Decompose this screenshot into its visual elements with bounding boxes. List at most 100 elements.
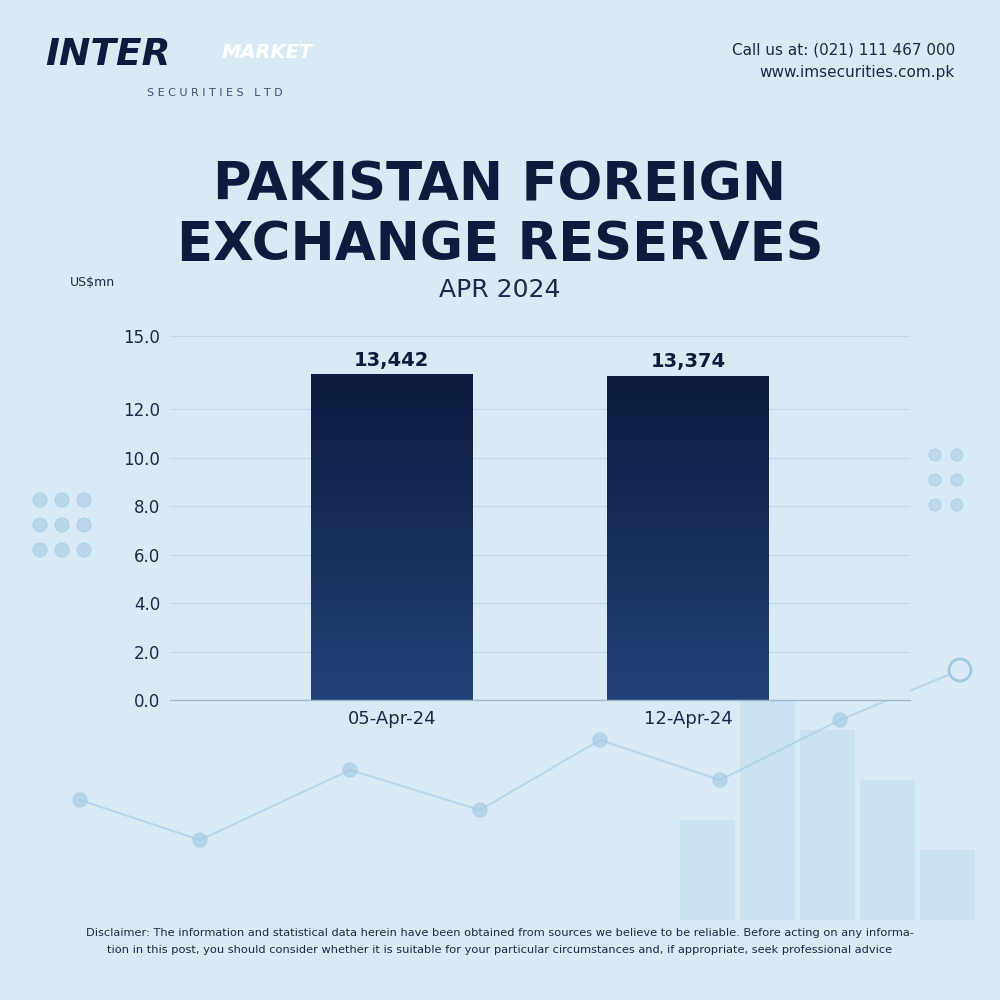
Bar: [311, 523, 473, 526]
Bar: [740, 680, 795, 920]
Bar: [311, 619, 473, 621]
Bar: [607, 446, 769, 449]
Bar: [311, 485, 473, 488]
Bar: [607, 668, 769, 670]
Bar: [607, 589, 769, 592]
Bar: [607, 500, 769, 503]
Bar: [607, 622, 769, 624]
Bar: [607, 670, 769, 673]
Text: APR 2024: APR 2024: [439, 278, 561, 302]
Circle shape: [929, 499, 941, 511]
Bar: [311, 695, 473, 697]
Bar: [607, 543, 769, 546]
Circle shape: [33, 493, 47, 507]
Text: S E C U R I T I E S   L T D: S E C U R I T I E S L T D: [147, 88, 283, 98]
Bar: [311, 545, 473, 548]
Bar: [311, 597, 473, 600]
Bar: [311, 382, 473, 385]
Bar: [311, 613, 473, 616]
Bar: [311, 442, 473, 445]
Bar: [311, 445, 473, 447]
Bar: [607, 468, 769, 470]
Bar: [607, 554, 769, 557]
Bar: [311, 502, 473, 504]
Bar: [607, 592, 769, 595]
Bar: [311, 483, 473, 485]
Text: Disclaimer: The information and statistical data herein have been obtained from : Disclaimer: The information and statisti…: [86, 928, 914, 938]
Bar: [311, 380, 473, 382]
Bar: [311, 562, 473, 564]
Bar: [311, 475, 473, 477]
Bar: [311, 570, 473, 572]
Bar: [607, 616, 769, 619]
Bar: [311, 426, 473, 428]
Bar: [311, 635, 473, 638]
Bar: [607, 524, 769, 527]
Circle shape: [929, 474, 941, 486]
Bar: [607, 522, 769, 524]
Bar: [607, 654, 769, 657]
Bar: [311, 453, 473, 456]
Bar: [607, 530, 769, 532]
Bar: [311, 605, 473, 608]
Bar: [311, 670, 473, 673]
Bar: [607, 549, 769, 551]
Bar: [607, 460, 769, 462]
Bar: [311, 540, 473, 542]
Bar: [311, 529, 473, 532]
Bar: [607, 657, 769, 659]
Circle shape: [833, 713, 847, 727]
Bar: [311, 567, 473, 570]
Bar: [607, 686, 769, 689]
Text: INTER: INTER: [45, 37, 170, 73]
Bar: [607, 632, 769, 635]
Bar: [311, 646, 473, 648]
Bar: [607, 408, 769, 411]
Bar: [311, 461, 473, 464]
Text: tion in this post, you should consider whether it is suitable for your particula: tion in this post, you should consider w…: [107, 945, 893, 955]
Circle shape: [951, 499, 963, 511]
Bar: [607, 381, 769, 384]
Bar: [607, 414, 769, 416]
Bar: [311, 678, 473, 681]
Bar: [311, 657, 473, 659]
Circle shape: [193, 833, 207, 847]
Circle shape: [951, 474, 963, 486]
Bar: [607, 395, 769, 397]
Bar: [800, 730, 855, 920]
Bar: [311, 464, 473, 466]
Bar: [311, 602, 473, 605]
Circle shape: [77, 518, 91, 532]
Bar: [311, 583, 473, 586]
Text: www.imsecurities.com.pk: www.imsecurities.com.pk: [760, 64, 955, 80]
Bar: [607, 562, 769, 565]
Bar: [607, 584, 769, 587]
Bar: [607, 619, 769, 622]
Bar: [607, 692, 769, 695]
Bar: [607, 614, 769, 616]
Bar: [311, 659, 473, 662]
Bar: [607, 419, 769, 422]
Bar: [607, 578, 769, 581]
Bar: [607, 676, 769, 678]
Bar: [311, 393, 473, 396]
Circle shape: [343, 763, 357, 777]
Bar: [607, 630, 769, 632]
Bar: [607, 384, 769, 387]
Bar: [311, 521, 473, 523]
Bar: [311, 643, 473, 646]
Bar: [311, 640, 473, 643]
Bar: [607, 546, 769, 549]
Bar: [607, 397, 769, 400]
Bar: [607, 516, 769, 519]
Bar: [311, 553, 473, 556]
Bar: [311, 396, 473, 399]
Bar: [607, 573, 769, 576]
Bar: [607, 457, 769, 460]
Bar: [311, 559, 473, 562]
Bar: [311, 439, 473, 442]
Bar: [607, 519, 769, 522]
Bar: [311, 418, 473, 420]
Circle shape: [55, 518, 69, 532]
Bar: [607, 597, 769, 600]
